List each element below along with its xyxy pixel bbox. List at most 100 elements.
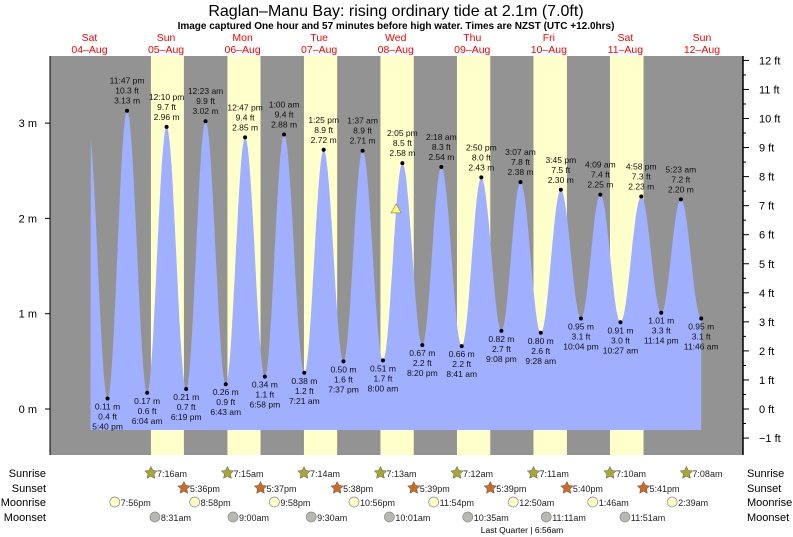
ft-tick-label: 2 ft xyxy=(759,346,774,358)
moonset-moon-icon xyxy=(227,511,239,523)
sunset-star-icon xyxy=(636,480,651,494)
high-tide-ft: 7.4 ft xyxy=(591,170,611,180)
moonrise-moon-icon xyxy=(507,496,519,508)
low-tide-time: 9:08 pm xyxy=(486,354,517,364)
high-tide-point xyxy=(164,124,169,129)
high-tide-ft: 8.5 ft xyxy=(393,138,413,148)
moonrise-time: 7:56pm xyxy=(121,498,151,508)
high-tide-ft: 8.3 ft xyxy=(432,142,452,152)
day-date-label: 05–Aug xyxy=(148,44,184,56)
ft-tick-label: 12 ft xyxy=(759,55,780,67)
low-tide-ft: 0.7 ft xyxy=(177,402,197,412)
low-tide-time: 7:37 pm xyxy=(328,384,359,394)
low-tide-m: 0.95 m xyxy=(688,321,714,331)
low-tide-point xyxy=(223,382,228,387)
high-tide-time: 12:10 pm xyxy=(149,92,184,102)
high-tide-point xyxy=(558,187,563,192)
high-tide-m: 2.23 m xyxy=(628,181,654,191)
sunrise-star-icon xyxy=(220,465,235,479)
sunrise-star-icon xyxy=(373,465,388,479)
low-tide-time: 8:20 pm xyxy=(407,368,438,378)
low-tide-time: 6:58 pm xyxy=(249,400,280,410)
moon-phase-label: Last Quarter | 6:56am xyxy=(481,525,564,535)
moonset-moon-icon xyxy=(384,511,395,523)
moonrise-time: 2:39am xyxy=(678,498,708,508)
sunrise-star-icon xyxy=(144,465,158,479)
sunset-time: 5:39pm xyxy=(420,484,450,494)
low-tide-m: 0.50 m xyxy=(330,364,356,374)
high-tide-point xyxy=(639,194,644,199)
low-tide-point xyxy=(420,343,425,348)
sunrise-time: 7:15am xyxy=(233,469,263,479)
sunset-star-icon xyxy=(177,480,191,494)
sunset-time: 5:40pm xyxy=(573,484,603,494)
moonset-row-label: Moonset xyxy=(747,512,789,524)
sunset-row-label: Sunset xyxy=(747,483,781,495)
day-name-label: Sun xyxy=(157,32,176,44)
day-date-label: 04–Aug xyxy=(71,44,107,56)
low-tide-point xyxy=(659,310,664,315)
high-tide-point xyxy=(598,192,603,197)
sunrise-time: 7:10am xyxy=(616,469,646,479)
day-date-label: 06–Aug xyxy=(224,44,260,56)
high-tide-m: 2.43 m xyxy=(468,162,494,172)
high-tide-time: 2:05 pm xyxy=(387,128,418,138)
day-name-label: Mon xyxy=(232,32,253,44)
day-name-label: Sun xyxy=(693,32,712,44)
high-tide-point xyxy=(243,135,248,140)
high-tide-ft: 7.3 ft xyxy=(632,171,652,181)
ft-tick-label: −1 ft xyxy=(759,433,781,445)
high-tide-ft: 9.4 ft xyxy=(236,112,256,122)
high-tide-ft: 10.3 ft xyxy=(115,86,139,96)
low-tide-m: 0.21 m xyxy=(173,392,199,402)
sunset-star-icon xyxy=(407,480,421,494)
low-tide-point xyxy=(105,396,110,401)
low-tide-ft: 2.6 ft xyxy=(531,346,551,356)
sunrise-star-icon xyxy=(297,465,311,479)
high-tide-point xyxy=(518,180,523,185)
high-tide-ft: 8.0 ft xyxy=(472,152,492,162)
low-tide-m: 0.67 m xyxy=(409,348,435,358)
high-tide-ft: 7.2 ft xyxy=(671,174,691,184)
moonrise-time: 1:46am xyxy=(599,498,629,508)
ft-tick-label: 3 ft xyxy=(759,317,774,329)
high-tide-point xyxy=(479,175,484,180)
sunrise-time: 7:11am xyxy=(539,469,568,479)
day-date-label: 09–Aug xyxy=(454,44,490,56)
sunrise-star-icon xyxy=(450,465,464,479)
low-tide-ft: 1.6 ft xyxy=(334,374,354,384)
low-tide-ft: 0.6 ft xyxy=(138,406,158,416)
low-tide-m: 0.11 m xyxy=(95,402,120,412)
low-tide-point xyxy=(578,316,583,321)
high-tide-point xyxy=(282,132,287,137)
low-tide-ft: 3.1 ft xyxy=(692,331,712,341)
low-tide-time: 10:27 am xyxy=(603,345,638,355)
moonset-moon-icon xyxy=(149,511,161,523)
sunrise-row-label: Sunrise xyxy=(9,468,46,480)
high-tide-m: 2.88 m xyxy=(271,120,297,130)
sunset-star-icon xyxy=(330,480,344,494)
ft-tick-label: 0 ft xyxy=(759,404,774,416)
low-tide-time: 11:14 pm xyxy=(644,336,679,346)
high-tide-m: 3.13 m xyxy=(114,96,140,106)
sunrise-star-icon xyxy=(603,465,617,479)
day-date-label: 08–Aug xyxy=(378,44,414,56)
low-tide-ft: 2.7 ft xyxy=(492,344,512,354)
low-tide-point xyxy=(341,359,346,364)
chart-title: Raglan–Manu Bay: rising ordinary tide at… xyxy=(208,3,583,20)
moonrise-moon-icon xyxy=(428,496,440,508)
moonrise-row-label: Moonrise xyxy=(1,497,46,509)
high-tide-m: 2.58 m xyxy=(389,148,415,158)
low-tide-time: 8:00 am xyxy=(368,383,399,393)
low-tide-point xyxy=(618,320,623,325)
low-tide-point xyxy=(459,344,464,349)
ft-tick-label: 8 ft xyxy=(759,172,774,184)
day-name-label: Fri xyxy=(543,32,555,44)
low-tide-time: 11:46 am xyxy=(684,341,719,351)
low-tide-time: 6:43 am xyxy=(210,407,241,417)
low-tide-m: 0.80 m xyxy=(528,336,554,346)
high-tide-time: 1:25 pm xyxy=(308,115,339,125)
moonset-moon-icon xyxy=(305,511,317,523)
high-tide-ft: 7.5 ft xyxy=(551,165,571,175)
